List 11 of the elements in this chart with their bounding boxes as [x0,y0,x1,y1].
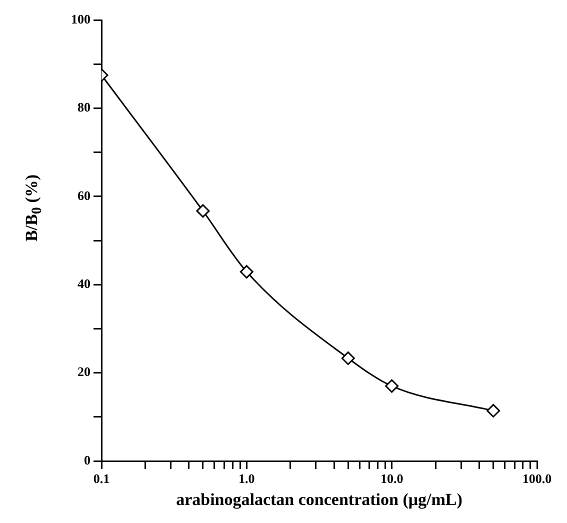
x-tick-label: 1.0 [238,471,255,486]
y-tick-label: 60 [78,188,90,203]
x-tick-label: 10.0 [380,471,404,486]
y-tick-label: 20 [78,364,90,380]
x-tick-label: 100.0 [522,471,552,486]
y-tick-label: 80 [78,100,90,115]
x-axis-title: arabinogalactan concentration (μg/mL) [176,490,462,510]
y-tick-label: 40 [78,276,90,291]
x-tick-label: 0.1 [93,471,110,486]
y-tick-label: 0 [84,452,90,468]
y-tick-label: 100 [71,11,90,26]
